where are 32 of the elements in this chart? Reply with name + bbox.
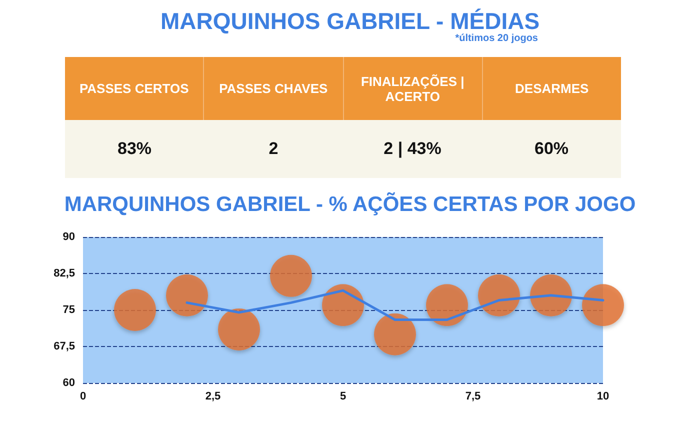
x-tick-label: 0 bbox=[80, 390, 86, 402]
chart-title: MARQUINHOS GABRIEL - % AÇÕES CERTAS POR JOGO bbox=[64, 192, 636, 216]
x-tick-label: 10 bbox=[596, 390, 610, 402]
line-series bbox=[186, 289, 604, 321]
point bbox=[374, 313, 416, 356]
point bbox=[530, 274, 572, 316]
text: 60% bbox=[534, 139, 569, 158]
point bbox=[582, 284, 624, 326]
point bbox=[270, 254, 312, 297]
point bbox=[322, 284, 364, 326]
y-tick-label: 75 bbox=[62, 304, 75, 316]
point bbox=[478, 274, 520, 316]
y-tick-label: 67,5 bbox=[54, 340, 75, 352]
text: MARQUINHOS GABRIEL - MÉDIAS bbox=[159, 8, 541, 34]
x-tick-label: 5 bbox=[340, 390, 346, 402]
x-tick-label: 2,5 bbox=[205, 390, 221, 402]
text: 2 | 43% bbox=[384, 139, 442, 158]
point bbox=[114, 289, 156, 331]
point bbox=[218, 308, 260, 350]
category-label: PASSES CHAVES bbox=[203, 57, 342, 120]
y-tick-label: 60 bbox=[62, 377, 75, 389]
text: 2 bbox=[268, 139, 278, 158]
category-label: PASSES CERTOS bbox=[65, 57, 204, 120]
text: 83% bbox=[117, 139, 152, 158]
text: *últimos 20 jogos bbox=[454, 33, 538, 44]
point bbox=[426, 284, 468, 326]
y-tick-label: 90 bbox=[62, 231, 75, 243]
category-label: DESARMES bbox=[482, 57, 621, 120]
category-label: FINALIZAÇÕES | ACERTO bbox=[342, 57, 482, 120]
y-tick-label: 82,5 bbox=[54, 268, 75, 280]
point bbox=[166, 274, 208, 316]
x-tick-label: 7,5 bbox=[465, 390, 481, 402]
